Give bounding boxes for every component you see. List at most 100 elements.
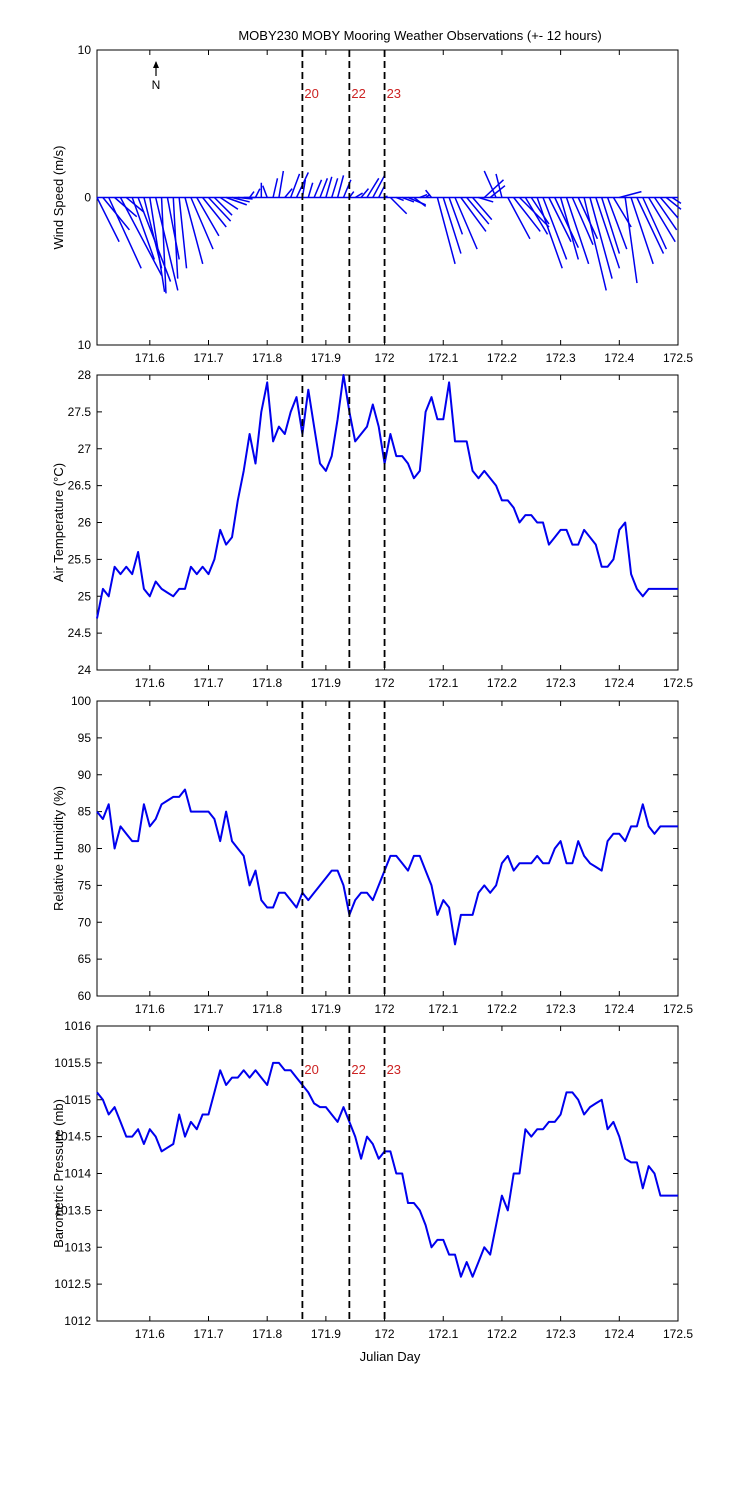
y-tick-label: 1015.5 — [54, 1056, 91, 1070]
x-tick-label: 171.6 — [135, 676, 165, 690]
wind-vector — [648, 197, 676, 243]
y-tick-label: 0 — [84, 191, 91, 205]
x-tick-label: 171.8 — [252, 1327, 282, 1341]
event-label: 20 — [304, 86, 318, 101]
x-tick-label: 171.9 — [311, 1327, 341, 1341]
wind-vector — [325, 176, 333, 198]
wind-vector — [619, 190, 642, 199]
wind-vector — [659, 197, 679, 219]
wind-vector — [665, 196, 682, 210]
y-tick-label: 80 — [78, 842, 92, 856]
x-tick-label: 171.8 — [252, 676, 282, 690]
axes-frame — [96, 700, 679, 997]
wind-vector — [278, 170, 285, 198]
wind-vector — [419, 193, 428, 199]
wind-vector — [671, 196, 682, 205]
chart-title: MOBY230 MOBY Mooring Weather Observation… — [238, 28, 601, 43]
north-arrow-icon — [153, 61, 159, 68]
y-tick-label: 1012.5 — [54, 1277, 91, 1291]
wind-vector — [172, 197, 179, 279]
y-tick-label: 100 — [71, 694, 91, 708]
wind-vector — [131, 197, 156, 260]
x-tick-label: 172 — [375, 676, 395, 690]
wind-vector — [653, 197, 678, 231]
x-tick-label: 172.1 — [428, 676, 458, 690]
wind-vector — [507, 197, 531, 240]
panel-3: 171.6 171.7 171.8 171.9 172 172.1 172.2 172.3 17… — [51, 694, 693, 1016]
wind-vector — [289, 173, 301, 198]
wind-vector — [483, 170, 497, 198]
y-tick-label: 1013 — [64, 1240, 91, 1254]
y-tick-label: 1014.5 — [54, 1130, 91, 1144]
wind-vector — [284, 188, 293, 198]
wind-vector — [530, 197, 550, 225]
wind-vector — [96, 197, 120, 243]
event-label: 23 — [387, 1062, 401, 1077]
wind-vector — [583, 197, 607, 291]
wind-vector — [442, 197, 462, 254]
x-tick-label: 172.2 — [487, 676, 517, 690]
y-tick-label: 26.5 — [68, 479, 92, 493]
wind-vector — [483, 179, 505, 199]
wind-vector — [401, 196, 415, 203]
panel-2: 171.6 171.7 171.8 171.9 172 172.1 172.2 172.3 17… — [51, 368, 693, 690]
event-label: 22 — [351, 86, 365, 101]
wind-vector — [466, 197, 490, 225]
y-tick-label: 1012 — [64, 1314, 91, 1328]
wind-vector — [589, 197, 613, 279]
wind-vector — [184, 197, 204, 265]
wind-vector — [389, 196, 408, 215]
y-tick-label: 27.5 — [68, 405, 92, 419]
wind-vector — [636, 197, 665, 254]
x-tick-label: 171.7 — [193, 1327, 223, 1341]
wind-vector — [624, 197, 638, 284]
wind-vector — [248, 191, 255, 198]
x-tick-label: 172.3 — [546, 1002, 576, 1016]
y-tick-label: 26 — [78, 516, 92, 530]
x-tick-label: 172.2 — [487, 1327, 517, 1341]
wind-vector — [478, 196, 494, 203]
wind-vector — [642, 197, 668, 250]
wind-vector — [190, 197, 214, 250]
wind-vector — [536, 197, 563, 269]
x-tick-label: 171.8 — [252, 1002, 282, 1016]
y-tick-label: 25 — [78, 589, 92, 603]
x-tick-label: 172.4 — [604, 676, 634, 690]
y-tick-label: 60 — [78, 989, 92, 1003]
wind-vector — [436, 197, 456, 265]
x-tick-label: 172.5 — [663, 1327, 693, 1341]
y-tick-label: 24 — [78, 663, 92, 677]
y-tick-label: 25.5 — [68, 552, 92, 566]
wind-vector — [108, 197, 142, 269]
event-label: 23 — [387, 86, 401, 101]
x-tick-label: 172.1 — [428, 351, 458, 365]
x-tick-label: 171.6 — [135, 1002, 165, 1016]
event-label: 22 — [351, 1062, 365, 1077]
x-tick-label: 171.9 — [311, 676, 341, 690]
wind-vector — [489, 185, 506, 199]
data-line — [96, 374, 678, 619]
wind-vector — [571, 197, 594, 246]
x-tick-label: 172.5 — [663, 1002, 693, 1016]
wind-vector — [454, 197, 478, 250]
north-label: N — [152, 78, 161, 92]
y-tick-label: 90 — [78, 768, 92, 782]
wind-vector — [524, 197, 549, 235]
x-tick-label: 172.2 — [487, 351, 517, 365]
y-tick-label: 1016 — [64, 1019, 91, 1033]
wind-vector — [213, 196, 233, 216]
wind-vector — [231, 196, 250, 203]
wind-vector — [119, 197, 163, 277]
wind-vector — [366, 177, 380, 198]
wind-vector — [472, 197, 493, 221]
y-tick-label: 28 — [78, 368, 92, 382]
x-tick-label: 171.6 — [135, 351, 165, 365]
y-axis-label: Wind Speed (m/s) — [51, 145, 66, 249]
wind-vector — [495, 173, 503, 198]
wind-vector — [202, 197, 227, 228]
y-tick-label: 65 — [78, 952, 92, 966]
wind-vector — [160, 197, 167, 294]
wind-vector — [354, 192, 363, 199]
x-tick-label: 172 — [375, 1002, 395, 1016]
